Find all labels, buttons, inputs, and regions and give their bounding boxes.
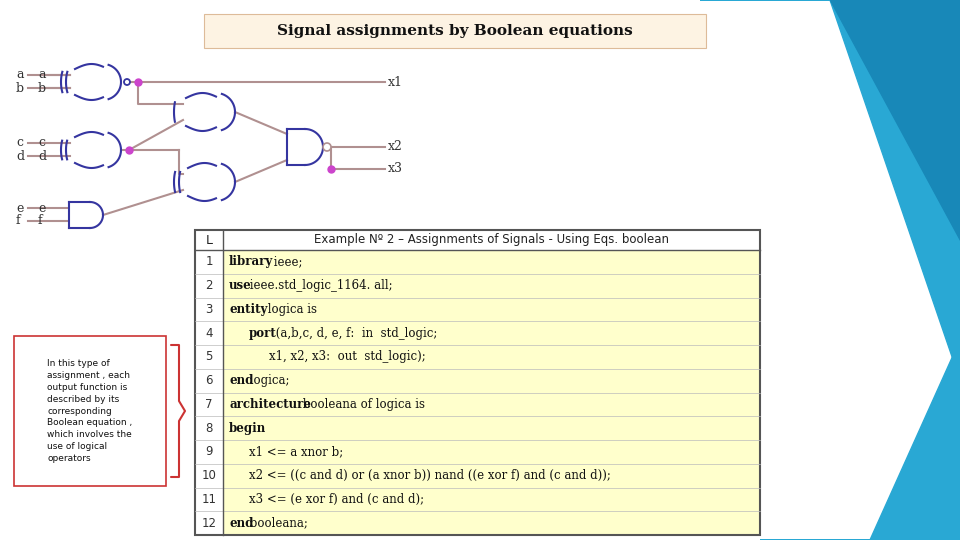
Circle shape	[124, 79, 130, 85]
FancyBboxPatch shape	[204, 14, 706, 48]
Text: ieee;: ieee;	[270, 255, 302, 268]
Text: 11: 11	[202, 493, 217, 506]
Text: c: c	[16, 137, 23, 150]
Text: L: L	[205, 233, 212, 246]
Text: begin: begin	[229, 422, 266, 435]
Text: x1: x1	[388, 76, 403, 89]
Text: x1, x2, x3:  out  std_logic);: x1, x2, x3: out std_logic);	[269, 350, 425, 363]
Text: 12: 12	[202, 517, 217, 530]
Text: end: end	[229, 517, 253, 530]
Text: logica;: logica;	[247, 374, 290, 387]
Text: architecture: architecture	[229, 398, 311, 411]
Text: b: b	[16, 82, 24, 94]
Text: booleana;: booleana;	[247, 517, 308, 530]
Text: 3: 3	[205, 303, 213, 316]
Text: Signal assignments by Boolean equations: Signal assignments by Boolean equations	[277, 24, 633, 38]
FancyBboxPatch shape	[14, 336, 166, 486]
Circle shape	[323, 143, 331, 151]
Text: 7: 7	[205, 398, 213, 411]
Text: b: b	[38, 82, 46, 94]
Text: x3 <= (e xor f) and (c and d);: x3 <= (e xor f) and (c and d);	[249, 493, 424, 506]
Text: c: c	[38, 137, 45, 150]
Text: booleana of logica is: booleana of logica is	[299, 398, 424, 411]
Text: d: d	[38, 150, 46, 163]
FancyBboxPatch shape	[195, 250, 223, 535]
Text: a: a	[16, 69, 23, 82]
Text: x1 <= a xnor b;: x1 <= a xnor b;	[249, 446, 344, 458]
Polygon shape	[700, 0, 960, 380]
Text: 4: 4	[205, 327, 213, 340]
Text: logica is: logica is	[264, 303, 317, 316]
Text: 2: 2	[205, 279, 213, 292]
Text: 1: 1	[205, 255, 213, 268]
Text: ieee.std_logic_1164. all;: ieee.std_logic_1164. all;	[247, 279, 393, 292]
Text: e: e	[38, 201, 45, 214]
Text: 6: 6	[205, 374, 213, 387]
Text: 9: 9	[205, 446, 213, 458]
Text: f: f	[16, 214, 20, 227]
Polygon shape	[830, 0, 960, 240]
Text: Example Nº 2 – Assignments of Signals - Using Eqs. boolean: Example Nº 2 – Assignments of Signals - …	[314, 233, 669, 246]
Text: (a,b,c, d, e, f:  in  std_logic;: (a,b,c, d, e, f: in std_logic;	[273, 327, 438, 340]
Text: x3: x3	[388, 163, 403, 176]
Text: In this type of
assignment , each
output function is
described by its
correspond: In this type of assignment , each output…	[47, 359, 132, 463]
Text: port: port	[249, 327, 276, 340]
Text: 8: 8	[205, 422, 213, 435]
Text: library: library	[229, 255, 274, 268]
FancyBboxPatch shape	[223, 250, 760, 535]
Text: use: use	[229, 279, 252, 292]
Text: d: d	[16, 150, 24, 163]
Text: 5: 5	[205, 350, 213, 363]
Text: x2: x2	[388, 140, 403, 153]
Polygon shape	[760, 340, 960, 540]
Text: end: end	[229, 374, 253, 387]
Text: x2 <= ((c and d) or (a xnor b)) nand ((e xor f) and (c and d));: x2 <= ((c and d) or (a xnor b)) nand ((e…	[249, 469, 611, 482]
FancyBboxPatch shape	[195, 230, 760, 250]
Text: 10: 10	[202, 469, 216, 482]
Text: a: a	[38, 69, 45, 82]
Text: entity: entity	[229, 303, 268, 316]
Text: e: e	[16, 201, 23, 214]
Text: f: f	[38, 214, 42, 227]
